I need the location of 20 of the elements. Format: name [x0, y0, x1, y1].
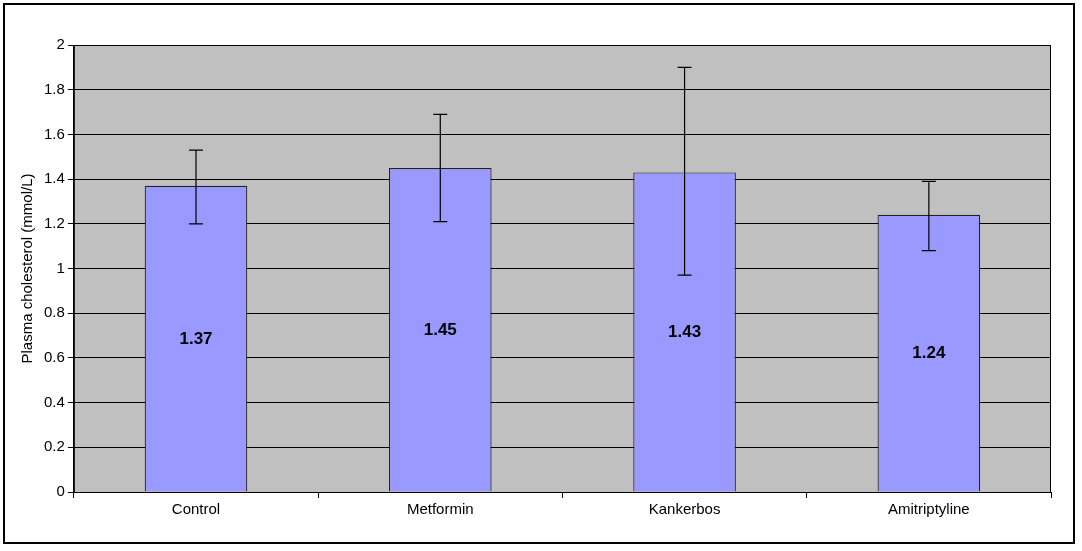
- y-tick-label: 1: [56, 258, 65, 276]
- y-tick-label: 1.4: [43, 169, 65, 187]
- x-tick-label: Control: [171, 500, 221, 518]
- y-tick-label: 2: [56, 35, 65, 53]
- y-tick-label: 0.6: [43, 348, 65, 366]
- x-tick-label: Metformin: [406, 500, 474, 518]
- y-axis-title: Plasma cholesterol (mmol/L): [18, 173, 36, 364]
- y-tick-label: 0.4: [43, 392, 65, 410]
- y-tick-label: 0: [56, 482, 65, 500]
- y-tick-label: 1.6: [43, 124, 65, 142]
- y-tick-label: 1.2: [43, 213, 65, 231]
- y-tick-label: 0.8: [43, 303, 65, 321]
- y-tick-label: 1.8: [43, 79, 65, 97]
- y-tick-label: 0.2: [43, 437, 65, 455]
- x-tick-label: Kankerbos: [648, 500, 721, 518]
- data-label: 1.43: [668, 321, 702, 341]
- x-tick-label: Amitriptyline: [888, 500, 970, 518]
- data-label: 1.45: [423, 319, 457, 339]
- data-label: 1.37: [179, 328, 213, 348]
- data-label: 1.24: [912, 343, 946, 363]
